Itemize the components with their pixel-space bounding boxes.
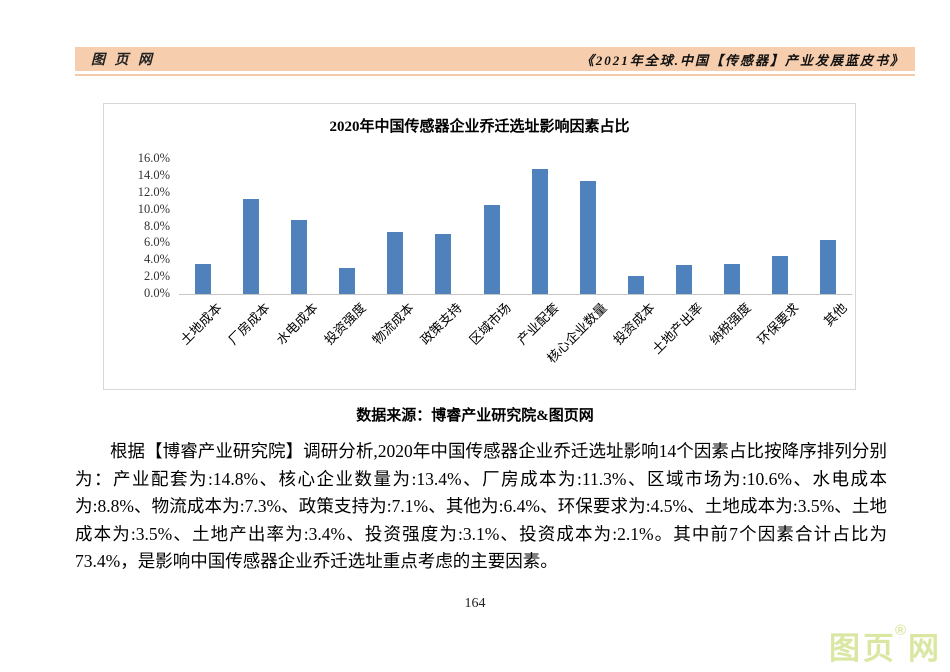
plot-area: 土地成本 厂房成本 水电成本 投资强度 物流成本 政策支持 区域市场 产业配套 核心企业数量 投资… [177, 159, 852, 366]
bar [627, 276, 644, 294]
x-tick-label: 土地产出率 [648, 300, 706, 357]
x-tick-label: 纳税强度 [706, 300, 754, 348]
bar [771, 256, 788, 294]
bar [723, 264, 740, 294]
y-tick-label: 0.0% [143, 286, 170, 300]
x-tick-label: 土地成本 [177, 300, 225, 348]
bar [243, 198, 260, 294]
bar [820, 240, 837, 294]
bar-chart: 2020年中国传感器企业乔迁选址影响因素占比 16.0% 14.0% 12.0% 10… [103, 103, 856, 390]
bar [387, 232, 404, 294]
y-tick-label: 12.0% [137, 184, 170, 199]
y-axis: 16.0% 14.0% 12.0% 10.0% 8.0% 6.0% 4.0% 2.0% 0.0% [104, 151, 170, 302]
bar-slot: 水电成本 [274, 159, 323, 348]
page-number: 164 [464, 596, 486, 611]
bar [291, 219, 308, 294]
page-header-band: 图 页 网 《2021年全球.中国【传感器】产业发展蓝皮书》 [75, 47, 915, 71]
y-tick-label: 2.0% [143, 269, 170, 284]
bar [435, 234, 452, 294]
y-tick-label: 10.0% [137, 201, 170, 216]
x-tick-label: 区域市场 [465, 300, 514, 348]
data-source-line: 数据来源：博睿产业研究院&图页网 [356, 408, 594, 424]
header-book-title: 《2021年全球.中国【传感器】产业发展蓝皮书》 [580, 52, 905, 68]
body-paragraph: 根据【博睿产业研究院】调研分析,2020年中国传感器企业乔迁选址影响14个因素占… [75, 441, 887, 571]
x-tick-label: 其他 [820, 300, 850, 330]
bar [675, 265, 692, 294]
x-tick-label: 投资强度 [321, 300, 370, 348]
bar [531, 169, 548, 294]
bar-slot: 区域市场 [466, 159, 515, 348]
x-tick-label: 水电成本 [273, 300, 321, 348]
watermark-logo: 图页®网 [828, 623, 942, 666]
bar-slot: 核心企业数量 [544, 159, 612, 366]
bar-slot: 环保要求 [754, 159, 804, 348]
bar-slot: 投资强度 [322, 159, 371, 348]
bar-slot: 产业配套 [514, 159, 564, 348]
x-tick-label: 政策支持 [417, 300, 466, 348]
bar-slot: 政策支持 [418, 159, 467, 348]
header-site-name: 图 页 网 [91, 53, 155, 68]
y-tick-label: 8.0% [143, 218, 170, 233]
watermark-text-right: 网 [908, 631, 942, 666]
bar-slot: 土地产出率 [649, 159, 708, 357]
bar-slot: 厂房成本 [225, 159, 275, 348]
x-tick-label: 环保要求 [754, 300, 802, 348]
bar [483, 204, 500, 294]
x-tick-label: 物流成本 [369, 300, 418, 348]
y-tick-label: 16.0% [137, 151, 170, 165]
x-tick-label: 厂房成本 [225, 300, 273, 348]
bar-slot: 投资成本 [610, 159, 660, 348]
y-tick-label: 4.0% [143, 252, 170, 267]
bar [195, 264, 212, 294]
watermark-text-left: 图页 [828, 631, 897, 666]
bar-slot: 土地成本 [177, 159, 227, 348]
registered-mark-icon: ® [894, 622, 906, 639]
bar [579, 180, 596, 294]
y-tick-label: 14.0% [137, 167, 170, 182]
chart-title: 2020年中国传感器企业乔迁选址影响因素占比 [329, 119, 630, 135]
bar-slot: 其他 [804, 159, 852, 329]
bar-slot: 纳税强度 [706, 159, 756, 348]
y-tick-label: 6.0% [143, 235, 170, 250]
bar-slot: 物流成本 [370, 159, 419, 348]
header-rule [75, 74, 915, 76]
bar [339, 267, 356, 294]
